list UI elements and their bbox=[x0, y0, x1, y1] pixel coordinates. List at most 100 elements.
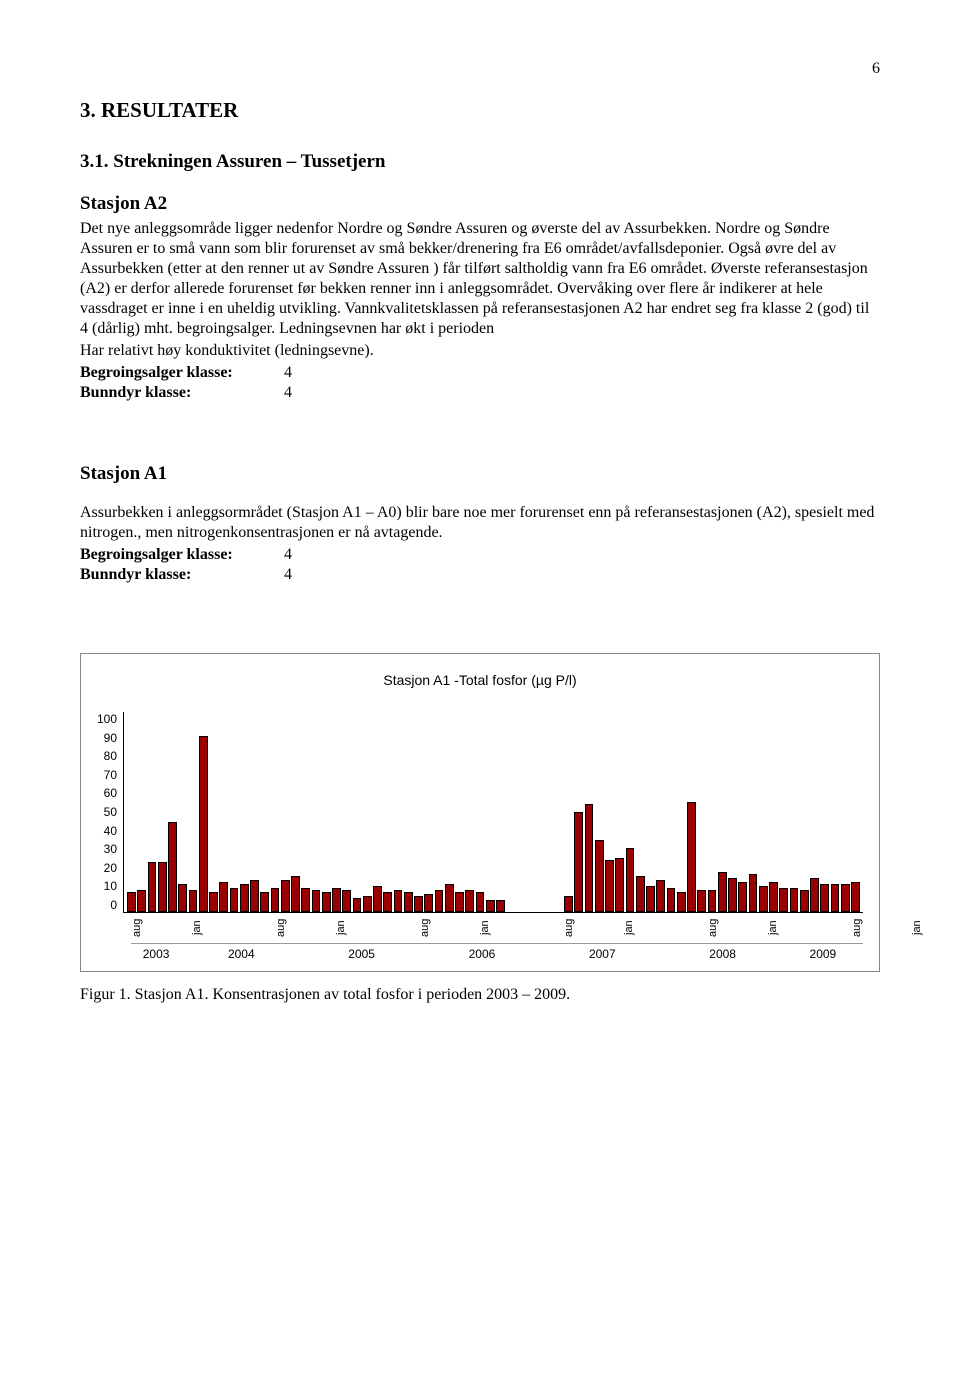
chart-bar bbox=[728, 878, 737, 912]
begroing-value: 4 bbox=[284, 546, 292, 563]
chart-bar bbox=[810, 878, 819, 912]
x-month-label: aug bbox=[563, 915, 575, 941]
chart-plot-area bbox=[123, 712, 863, 913]
y-tick: 80 bbox=[104, 749, 117, 763]
bunndyr-value: 4 bbox=[284, 566, 292, 583]
chart-bar bbox=[178, 884, 187, 912]
x-month-label: jan bbox=[479, 915, 491, 941]
chart-bar bbox=[250, 880, 259, 912]
chart-bar bbox=[677, 892, 686, 912]
y-tick: 50 bbox=[104, 805, 117, 819]
chart-bar bbox=[148, 862, 157, 912]
chart-bar bbox=[769, 882, 778, 912]
y-tick: 90 bbox=[104, 731, 117, 745]
chart-bar bbox=[363, 896, 372, 912]
x-year-label: 2003 bbox=[131, 943, 181, 961]
chart-bar bbox=[353, 898, 362, 912]
chart-bar bbox=[291, 876, 300, 912]
chart-bar bbox=[301, 888, 310, 912]
chart-bar bbox=[383, 892, 392, 912]
chart-bar bbox=[697, 890, 706, 912]
station-a2-bunndyr-row: Bunndyr klasse: 4 bbox=[80, 383, 880, 403]
chart-bar bbox=[779, 888, 788, 912]
chart-bar bbox=[486, 900, 495, 912]
chart-bar bbox=[615, 858, 624, 912]
bunndyr-label: Bunndyr klasse: bbox=[80, 383, 280, 403]
x-month-label: jan bbox=[335, 915, 347, 941]
chart-bar bbox=[455, 892, 464, 912]
x-year-label: 2009 bbox=[783, 943, 863, 961]
x-year-label: 2005 bbox=[301, 943, 421, 961]
chart-bar bbox=[851, 882, 860, 912]
chart-title: Stasjon A1 -Total fosfor (µg P/l) bbox=[97, 672, 863, 688]
bunndyr-value: 4 bbox=[284, 384, 292, 401]
chart-bar bbox=[605, 860, 614, 912]
chart-bar bbox=[820, 884, 829, 912]
chart-bar bbox=[465, 890, 474, 912]
chart-bar bbox=[209, 892, 218, 912]
chart-bar bbox=[790, 888, 799, 912]
chart-bar bbox=[435, 890, 444, 912]
y-tick: 70 bbox=[104, 768, 117, 782]
x-month-label: aug bbox=[419, 915, 431, 941]
chart-bar bbox=[424, 894, 433, 912]
chart-bar bbox=[636, 876, 645, 912]
chart-bar bbox=[718, 872, 727, 912]
chart-bar bbox=[168, 822, 177, 912]
chart-bar bbox=[281, 880, 290, 912]
x-month-label: jan bbox=[767, 915, 779, 941]
chart-container: Stasjon A1 -Total fosfor (µg P/l) 100 90 8… bbox=[80, 653, 880, 972]
chart-bar bbox=[404, 892, 413, 912]
station-a1-title: Stasjon A1 bbox=[80, 463, 880, 485]
chart-bar bbox=[240, 884, 249, 912]
chart-x-month-labels: augxxxxjanxxxxxxaugxxxxjanxxxxxxaugxxxxj… bbox=[131, 915, 863, 941]
chart-bar bbox=[373, 886, 382, 912]
station-a1-bunndyr-row: Bunndyr klasse: 4 bbox=[80, 565, 880, 585]
chart-bar bbox=[646, 886, 655, 912]
chart-bar bbox=[127, 892, 136, 912]
chart-bar bbox=[667, 888, 676, 912]
chart-bar bbox=[564, 896, 573, 912]
chart-bars bbox=[124, 712, 863, 912]
chart-bar bbox=[626, 848, 635, 912]
station-a1-begroing-row: Begroingsalger klasse: 4 bbox=[80, 545, 880, 565]
x-month-label: aug bbox=[851, 915, 863, 941]
chart-bar bbox=[230, 888, 239, 912]
chart-bar bbox=[656, 880, 665, 912]
chart-bar bbox=[322, 892, 331, 912]
x-month-label: jan bbox=[623, 915, 635, 941]
chart-bar bbox=[189, 890, 198, 912]
chart-bar bbox=[496, 900, 505, 912]
y-tick: 30 bbox=[104, 842, 117, 856]
chart-bar bbox=[445, 884, 454, 912]
station-a2-paragraph-1: Det nye anleggsområde ligger nedenfor No… bbox=[80, 219, 880, 339]
y-tick: 20 bbox=[104, 861, 117, 875]
chart-bar bbox=[738, 882, 747, 912]
chart-bar bbox=[759, 886, 768, 912]
y-tick: 0 bbox=[110, 898, 117, 912]
x-year-label: 2004 bbox=[181, 943, 301, 961]
chart-bar bbox=[260, 892, 269, 912]
x-month-label: aug bbox=[275, 915, 287, 941]
chart-bar bbox=[137, 890, 146, 912]
chart-x-year-labels: 2003200420052006200720082009 bbox=[131, 941, 863, 961]
chart-bar bbox=[476, 892, 485, 912]
chart-bar bbox=[414, 896, 423, 912]
y-tick: 60 bbox=[104, 786, 117, 800]
chart-bar bbox=[574, 812, 583, 912]
section-subheading: 3.1. Strekningen Assuren – Tussetjern bbox=[80, 151, 880, 173]
chart-bar bbox=[708, 890, 717, 912]
y-tick: 100 bbox=[97, 712, 117, 726]
station-a2-paragraph-2: Har relativt høy konduktivitet (lednings… bbox=[80, 341, 880, 361]
x-month-label: aug bbox=[707, 915, 719, 941]
y-tick: 40 bbox=[104, 824, 117, 838]
chart-bar bbox=[749, 874, 758, 912]
chart-bar bbox=[831, 884, 840, 912]
chart-bar bbox=[394, 890, 403, 912]
chart-y-axis: 1009080706050403020100 bbox=[97, 712, 123, 912]
chart-bar bbox=[158, 862, 167, 912]
chart-bar bbox=[312, 890, 321, 912]
chart-bar bbox=[332, 888, 341, 912]
section-heading: 3. RESULTATER bbox=[80, 98, 880, 123]
station-a1-paragraph: Assurbekken i anleggsormrådet (Stasjon A… bbox=[80, 503, 880, 543]
